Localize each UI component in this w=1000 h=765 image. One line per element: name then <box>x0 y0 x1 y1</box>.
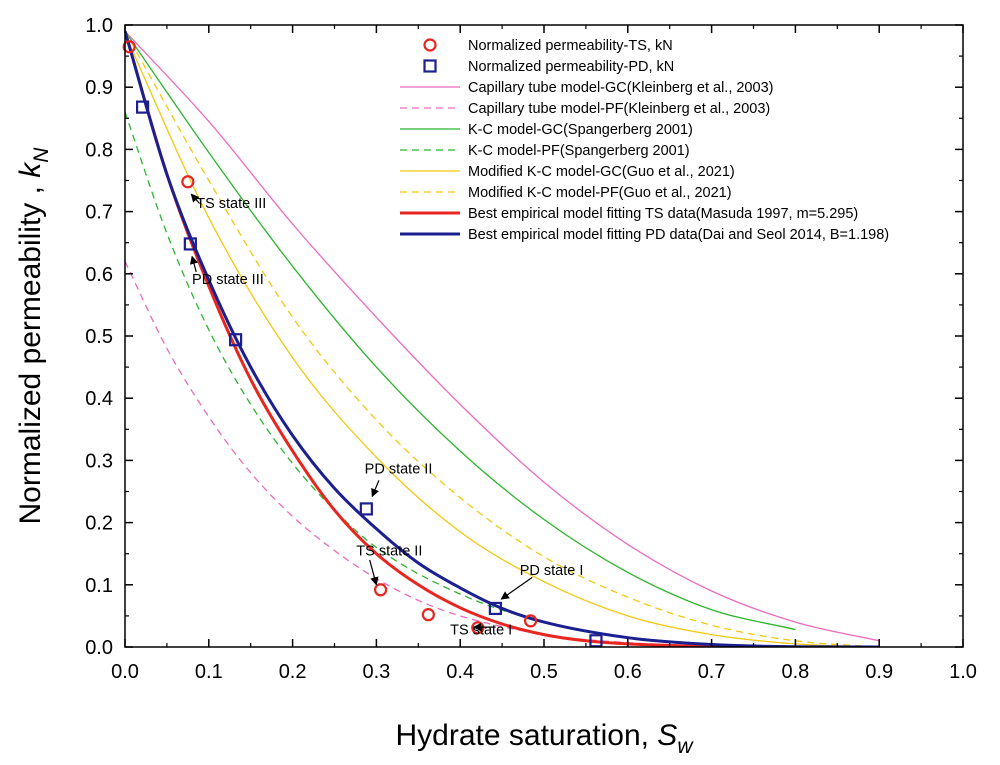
pd-data-point <box>488 601 502 616</box>
legend-entry-label: Modified K-C model-PF(Guo et al., 2021) <box>468 185 732 201</box>
points-layer <box>122 40 603 648</box>
annotation-arrow <box>369 559 379 586</box>
x-tick-label: 0.9 <box>865 661 893 683</box>
series-line-4 <box>125 111 796 647</box>
annotation-label: TS state II <box>356 544 422 560</box>
legend-entry-label: K-C model-GC(Spangerberg 2001) <box>468 122 693 138</box>
y-tick-label: 0.9 <box>85 77 113 99</box>
series-line-7 <box>125 30 880 647</box>
series-line-5 <box>125 34 880 647</box>
series-line-8 <box>125 30 880 647</box>
y-tick-label: 0.8 <box>85 139 113 161</box>
x-tick-label: 1.0 <box>949 661 977 683</box>
pd-data-point <box>135 100 150 114</box>
legend-entry-label: Capillary tube model-GC(Kleinberg et al.… <box>468 80 773 96</box>
annotation-arrow <box>190 193 201 204</box>
x-tick-label: 0.7 <box>698 661 726 683</box>
y-tick-label: 0.5 <box>85 326 113 348</box>
pd-data-point <box>183 237 197 251</box>
ts-data-point <box>122 40 136 54</box>
y-tick-label: 0.7 <box>85 202 113 224</box>
legend-entry-label: Best empirical model fitting TS data(Mas… <box>468 206 858 222</box>
x-tick-label: 0.3 <box>362 661 390 683</box>
annotation-label: PD state I <box>520 563 584 579</box>
x-tick-label: 0.0 <box>111 661 139 683</box>
ts-data-point <box>421 608 435 622</box>
y-tick-label: 0.4 <box>85 388 113 410</box>
legend-entry-label: Modified K-C model-GC(Guo et al., 2021) <box>468 164 735 180</box>
plot-frame <box>124 24 964 648</box>
pd-data-point <box>359 502 373 516</box>
annotation-arrow <box>371 480 380 498</box>
ts-data-point <box>181 175 195 189</box>
annotation-label: PD state II <box>365 461 433 477</box>
y-tick-label: 0.1 <box>85 575 113 597</box>
ts-data-point <box>373 583 388 597</box>
legend-marker-circle <box>423 38 437 52</box>
y-tick-label: 0.0 <box>85 637 113 659</box>
legend-entry-label: K-C model-PF(Spangerberg 2001) <box>468 143 690 159</box>
x-tick-label: 0.1 <box>195 661 223 683</box>
ts-data-point <box>523 614 538 628</box>
series-line-2 <box>125 261 880 647</box>
legend: Normalized permeability-TS, kN Normalized… <box>400 38 889 243</box>
x-axis-title: Hydrate saturation, Sw <box>396 719 695 758</box>
x-tick-label: 0.6 <box>614 661 642 683</box>
ts-data-point <box>471 621 485 635</box>
annotation-arrow <box>500 576 533 600</box>
annotation-label: TS state III <box>196 196 266 212</box>
x-tick-label: 0.2 <box>279 661 307 683</box>
legend-entry-label: Best empirical model fitting PD data(Dai… <box>468 227 889 243</box>
series-line-6 <box>125 30 880 647</box>
legend-entry-label: Normalized permeability-TS, kN <box>468 38 673 54</box>
series-line-3 <box>125 30 796 631</box>
legend-marker-square <box>423 59 437 73</box>
x-tick-label: 0.5 <box>530 661 558 683</box>
y-tick-label: 1.0 <box>85 15 113 37</box>
annotation-label: TS state I <box>450 623 512 639</box>
series-line-1 <box>125 30 880 642</box>
y-axis-title: Normalized permeability , kN <box>14 147 53 525</box>
annotations-layer: TS state III PD state III PD state II TS st… <box>189 193 584 639</box>
y-tick-label: 0.2 <box>85 513 113 535</box>
legend-entry-label: Capillary tube model-PF(Kleinberg et al.… <box>468 101 770 117</box>
pd-data-point <box>229 333 243 347</box>
y-tick-label: 0.6 <box>85 264 113 286</box>
legend-entry-label: Normalized permeability-PD, kN <box>468 59 674 75</box>
annotation-label: PD state III <box>192 272 264 288</box>
x-tick-label: 0.4 <box>446 661 474 683</box>
annotation-arrow <box>189 255 199 273</box>
x-tick-label: 0.8 <box>781 661 809 683</box>
y-tick-label: 0.3 <box>85 450 113 472</box>
ticks-layer: 0.0 0.1 0.2 0.3 0.4 0.5 0.6 0.7 0.8 0.9 1.0 0.0 0.1 0… <box>85 15 977 683</box>
